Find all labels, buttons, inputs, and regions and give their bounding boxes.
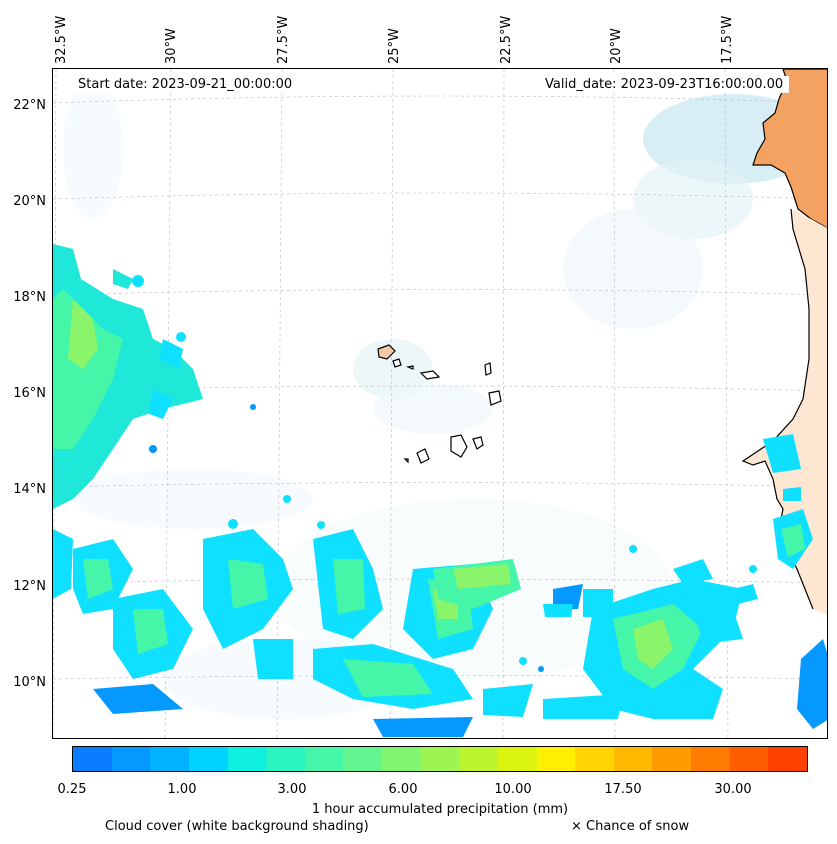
chance-of-snow-note: × Chance of snow	[571, 819, 690, 834]
precipitation-colorbar	[72, 746, 808, 772]
start-date-label: Start date: 2023-09-21_00:00:00	[72, 76, 299, 93]
colorbar-segment-7	[343, 747, 382, 771]
colorbar-segment-18	[768, 747, 807, 771]
valid-date-label: Valid_date: 2023-09-23T16:00:00.00	[539, 76, 790, 93]
colorbar-tick-30-00: 30.00	[714, 782, 752, 797]
colorbar-segment-9	[420, 747, 460, 771]
colorbar-tick-0-25: 0.25	[57, 782, 87, 797]
colorbar-segment-1	[111, 747, 151, 771]
lon-label-30w: 30°W	[164, 28, 179, 64]
colorbar-tick-10-00: 10.00	[494, 782, 532, 797]
lat-label-18n: 18°N	[13, 290, 46, 305]
lat-label-10n: 10°N	[13, 675, 46, 690]
lon-label-25w: 25°W	[387, 28, 402, 64]
colorbar-segment-10	[459, 747, 498, 771]
colorbar-segment-14	[613, 747, 653, 771]
colorbar-segment-15	[652, 747, 691, 771]
colorbar-tick-3-00: 3.00	[277, 782, 307, 797]
lat-label-20n: 20°N	[13, 194, 46, 209]
colorbar-segment-8	[382, 747, 421, 771]
cloud-cover-note: Cloud cover (white background shading)	[105, 819, 369, 834]
colorbar-segment-11	[497, 747, 537, 771]
lon-label-17-5w: 17.5°W	[720, 15, 735, 64]
colorbar-segment-5	[266, 747, 305, 771]
cabo-verde-islands	[377, 344, 502, 464]
map-panel[interactable]	[52, 68, 828, 739]
lon-label-32-5w: 32.5°W	[54, 15, 69, 64]
colorbar-segment-4	[227, 747, 267, 771]
lat-label-14n: 14°N	[13, 482, 46, 497]
colorbar-segment-16	[691, 747, 730, 771]
lat-label-22n: 22°N	[13, 98, 46, 113]
lat-label-16n: 16°N	[13, 386, 46, 401]
colorbar-tick-1-00: 1.00	[167, 782, 197, 797]
lon-label-20w: 20°W	[609, 28, 624, 64]
colorbar-title: 1 hour accumulated precipitation (mm)	[311, 802, 569, 817]
colorbar-segment-17	[729, 747, 769, 771]
colorbar-segment-13	[575, 747, 614, 771]
lon-label-27-5w: 27.5°W	[276, 15, 291, 64]
colorbar-segment-0	[73, 747, 112, 771]
colorbar-tick-17-50: 17.50	[604, 782, 642, 797]
colorbar-segment-12	[536, 747, 576, 771]
map-canvas	[53, 69, 827, 738]
colorbar-segment-2	[150, 747, 189, 771]
colorbar-segment-3	[188, 747, 228, 771]
lat-label-12n: 12°N	[13, 579, 46, 594]
precipitation-layer	[53, 244, 827, 737]
lon-label-22-5w: 22.5°W	[499, 15, 514, 64]
colorbar-segment-6	[304, 747, 344, 771]
colorbar-tick-6-00: 6.00	[388, 782, 418, 797]
